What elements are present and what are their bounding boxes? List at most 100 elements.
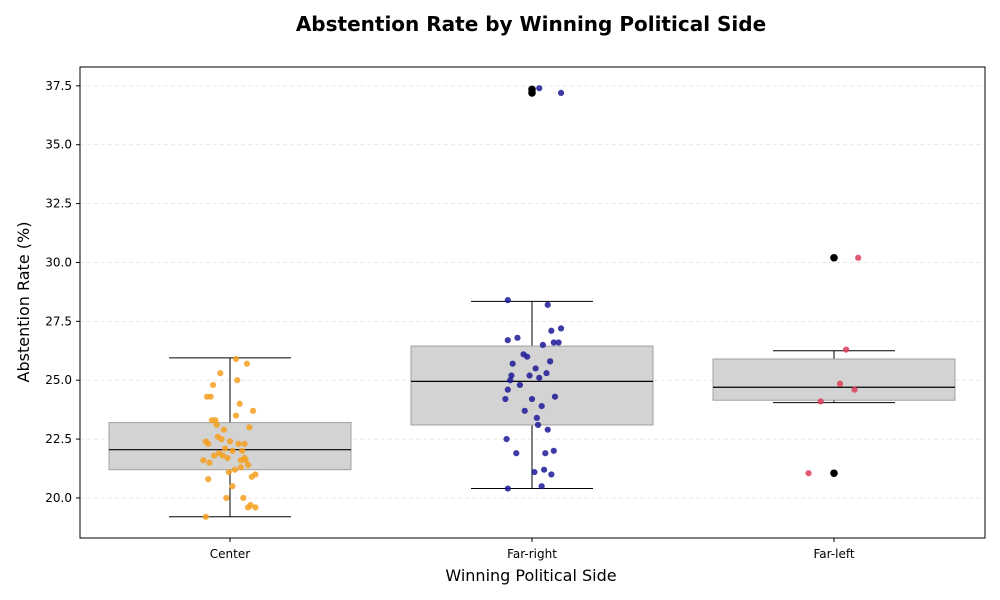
point-far-left	[817, 398, 824, 405]
point-center	[232, 412, 240, 419]
point-center	[245, 461, 252, 469]
y-axis-label: Abstention Rate (%)	[14, 222, 33, 383]
point-center	[223, 494, 230, 502]
point-center	[202, 513, 209, 520]
chart-title: Abstention Rate by Winning Political Sid…	[296, 12, 766, 36]
point-far-right	[542, 450, 549, 457]
point-far-right	[508, 372, 515, 379]
box-center	[108, 357, 352, 518]
point-center	[220, 426, 228, 433]
point-far-right	[541, 466, 548, 473]
point-far-right	[536, 85, 543, 92]
box-far-right	[410, 300, 654, 490]
point-far-right	[513, 450, 520, 457]
point-center	[249, 407, 257, 414]
point-far-right	[536, 374, 543, 381]
iqr-box	[712, 358, 956, 401]
point-center	[252, 471, 259, 478]
point-center	[235, 440, 242, 447]
point-far-right	[557, 89, 565, 97]
point-far-right	[509, 360, 516, 367]
point-far-left	[851, 386, 858, 393]
point-far-right	[516, 381, 524, 389]
point-far-left	[843, 346, 850, 353]
point-far-right	[548, 327, 555, 334]
y-tick-label: 20.0	[45, 491, 72, 505]
box-far-left	[712, 350, 956, 404]
y-tick-label: 22.5	[45, 432, 72, 446]
point-center	[205, 476, 212, 483]
point-center	[207, 393, 214, 400]
point-far-right	[526, 372, 533, 379]
point-center	[246, 424, 253, 431]
outliers	[528, 85, 838, 478]
point-center	[222, 445, 229, 452]
point-far-right	[520, 351, 527, 358]
point-far-right	[521, 407, 528, 414]
point-far-right	[543, 370, 550, 377]
point-far-right	[503, 435, 510, 443]
point-center	[237, 464, 244, 471]
point-far-right	[551, 393, 559, 400]
point-far-right	[534, 421, 542, 429]
point-center	[226, 438, 234, 445]
y-tick-label: 35.0	[45, 138, 72, 152]
point-center	[211, 452, 218, 459]
point-far-right	[555, 339, 562, 346]
point-center	[236, 400, 243, 407]
point-center	[212, 417, 219, 424]
y-tick-label: 30.0	[45, 255, 72, 269]
point-far-right	[504, 386, 511, 393]
point-far-right	[531, 468, 538, 476]
y-tick-label: 37.5	[45, 79, 72, 93]
point-center	[229, 483, 236, 490]
y-tick-label: 27.5	[45, 314, 72, 328]
point-center	[200, 457, 207, 464]
point-far-right	[504, 485, 511, 492]
point-far-right	[538, 403, 545, 410]
point-center	[252, 504, 259, 511]
point-far-right	[502, 395, 509, 403]
point-center	[232, 355, 240, 363]
x-tick-label: Far-right	[507, 547, 557, 561]
point-far-left	[855, 254, 862, 261]
point-far-right	[528, 395, 536, 403]
point-center	[239, 447, 246, 454]
point-center	[217, 370, 224, 377]
point-far-left	[836, 380, 844, 387]
point-center	[241, 454, 248, 462]
y-tick-label: 25.0	[45, 373, 72, 387]
point-far-right	[550, 447, 557, 454]
point-far-right	[532, 365, 539, 372]
point-center	[229, 447, 236, 454]
point-center	[213, 421, 220, 429]
x-tick-label: Far-left	[813, 547, 854, 561]
point-far-right	[557, 325, 565, 332]
point-center	[241, 440, 248, 447]
x-axis-ticks: Center Far-right Far-left	[210, 538, 855, 561]
point-center	[243, 360, 251, 367]
outlier-point	[528, 89, 536, 97]
outlier-point	[830, 253, 838, 262]
y-axis-ticks: 20.0 22.5 25.0 27.5 30.0 32.5 35.0 37.5	[45, 79, 80, 505]
boxes	[108, 300, 956, 518]
point-far-right	[539, 341, 546, 348]
point-far-right	[538, 483, 545, 490]
outlier-point	[830, 469, 838, 478]
point-far-right	[514, 334, 521, 341]
point-center	[234, 377, 241, 384]
point-center	[224, 454, 231, 462]
x-tick-label: Center	[210, 547, 250, 561]
point-far-right	[550, 339, 557, 346]
point-center	[205, 440, 212, 447]
point-center	[225, 468, 232, 476]
point-far-right	[547, 358, 554, 365]
point-center	[240, 494, 247, 502]
point-far-right	[548, 471, 555, 478]
iqr-box	[108, 422, 352, 471]
point-center	[214, 433, 221, 440]
iqr-box	[410, 345, 654, 426]
point-center	[209, 381, 217, 389]
point-center	[219, 452, 226, 459]
